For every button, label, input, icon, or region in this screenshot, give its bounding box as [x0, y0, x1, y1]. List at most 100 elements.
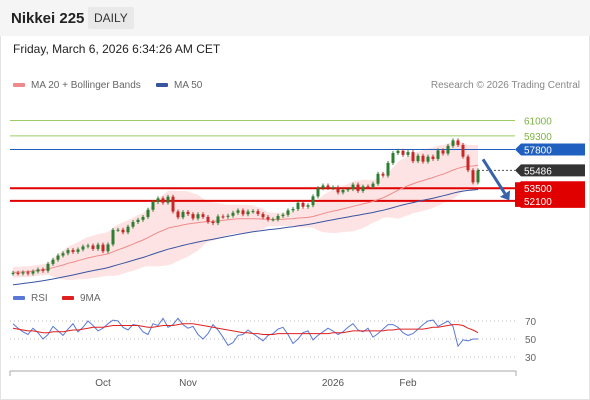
candle-body [296, 202, 300, 209]
candle [311, 194, 315, 208]
candle-body [256, 211, 260, 214]
candle [351, 182, 355, 192]
candle-body [121, 229, 125, 233]
candle [26, 270, 30, 276]
candle [151, 199, 155, 212]
candle-body [406, 152, 410, 155]
support-text-52100: 52100 [524, 197, 552, 208]
legend-9ma-label: 9MA [80, 293, 101, 304]
candle-body [366, 186, 370, 188]
level-label-57800: 57800 [515, 143, 585, 156]
candle-body [421, 155, 425, 162]
candle-body [341, 190, 345, 193]
legend-9ma: 9MA [62, 293, 101, 304]
ma20-line [12, 164, 479, 273]
level-text: 61000 [524, 117, 552, 128]
instrument-title: Nikkei 225 [11, 10, 85, 27]
candle [61, 251, 65, 258]
candle [361, 184, 365, 193]
candle-body [206, 216, 210, 222]
forecast-arrow [481, 158, 511, 201]
candle [391, 151, 395, 165]
timestamp: Friday, March 6, 2026 6:34:26 AM CET [13, 42, 221, 56]
candle-body [391, 153, 395, 163]
candle-body [116, 229, 120, 231]
candle [246, 209, 250, 217]
candle-body [56, 255, 60, 260]
x-tick-label-2026: 2026 [322, 378, 345, 389]
candle [291, 207, 295, 213]
legend-ma50-label: MA 50 [174, 80, 203, 91]
rsi-swatch [13, 296, 25, 301]
candle [216, 214, 220, 226]
candle [136, 217, 140, 224]
candle [71, 248, 75, 254]
candle-body [266, 217, 270, 220]
candle-body [61, 253, 65, 256]
candle-body [306, 205, 310, 207]
ma20-swatch [13, 83, 25, 88]
candle [416, 153, 420, 164]
candle [11, 270, 15, 276]
candle-body [161, 198, 165, 203]
candle-body [351, 184, 355, 190]
time-axis: Oct Nov 2026 Feb [9, 370, 517, 389]
candle [156, 196, 160, 204]
candle-body [191, 214, 195, 219]
rsi-tick-70: 70 [525, 317, 537, 328]
candle [476, 168, 480, 185]
candle-body [426, 156, 430, 162]
chart-header: Nikkei 225 DAILY [0, 0, 590, 36]
forecast-arrow-head [499, 190, 511, 201]
candle-body [371, 183, 375, 187]
candle-body [261, 213, 265, 218]
candle-body [246, 211, 250, 215]
candle-body [96, 244, 100, 249]
candle [106, 242, 110, 254]
candle-body [51, 259, 55, 264]
candle-body [281, 214, 285, 217]
candle [281, 212, 285, 219]
candle [91, 243, 95, 251]
candle [396, 148, 400, 156]
candle [201, 212, 205, 219]
candle-body [196, 214, 200, 219]
candle-body [356, 184, 360, 191]
candle-body [431, 156, 435, 159]
candle [121, 227, 125, 235]
legend-ma20-label: MA 20 + Bollinger Bands [31, 80, 141, 91]
candle-body [271, 219, 275, 221]
candle [36, 267, 40, 274]
candle-body [166, 196, 170, 203]
timeframe-badge[interactable]: DAILY [88, 7, 134, 29]
candle-body [471, 170, 475, 183]
candle-body [211, 221, 215, 224]
candle [356, 182, 360, 193]
forecast-arrow-shaft [481, 158, 507, 195]
x-tick-label-Oct: Oct [95, 378, 111, 389]
candle-body [241, 210, 245, 215]
level-label-55486: 55486 [515, 164, 585, 177]
candle-body [36, 269, 40, 272]
candle-body [216, 216, 220, 224]
candle [276, 214, 280, 222]
candle [81, 244, 85, 252]
candle [346, 187, 350, 193]
candle-body [146, 209, 150, 217]
rsi-tick-30: 30 [525, 353, 537, 364]
rsi-ma-line [12, 323, 479, 335]
candle-body [11, 272, 15, 274]
candle [236, 208, 240, 215]
candle [251, 209, 255, 214]
candle-body [466, 156, 470, 171]
candle [331, 185, 335, 191]
candle-body [286, 210, 290, 215]
candle [421, 153, 425, 164]
candle-body [131, 221, 135, 227]
candle [436, 148, 440, 161]
candle [66, 248, 70, 256]
legend-rsi: RSI [13, 293, 48, 304]
candle-body [441, 150, 445, 154]
candle-body [346, 189, 350, 191]
candle-body [326, 185, 330, 189]
